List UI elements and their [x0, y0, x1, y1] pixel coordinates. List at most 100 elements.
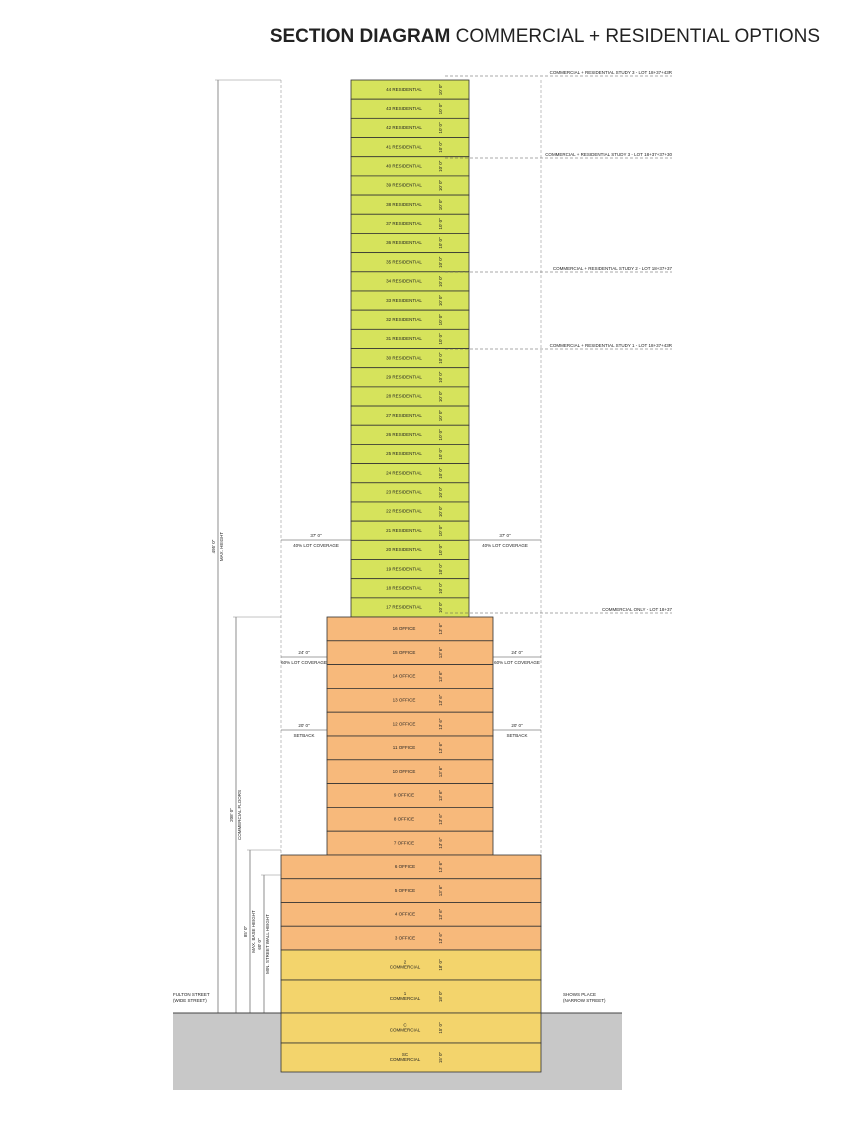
floor-label: 15 OFFICE	[393, 650, 416, 655]
floor-label: 25 RESIDENTIAL	[386, 451, 422, 456]
floor-label: 44 RESIDENTIAL	[386, 87, 422, 92]
vertical-dim-value: 85' 0"	[243, 925, 248, 937]
vertical-dim-value: 60' 0"	[257, 938, 262, 950]
floor-label: 20 RESIDENTIAL	[386, 547, 422, 552]
floor-label: 4 OFFICE	[395, 912, 415, 917]
floor-label: 40 RESIDENTIAL	[386, 163, 422, 168]
annotation: COMMERCIAL + RESIDENTIAL STUDY 1 - LOT 1…	[550, 343, 673, 348]
floor-height: 13' 6"	[438, 694, 443, 706]
floor-label: 35 RESIDENTIAL	[386, 259, 422, 264]
floor-label: 22 RESIDENTIAL	[386, 509, 422, 514]
floor-label: 5 OFFICE	[395, 888, 415, 893]
floor-height: 13' 6"	[438, 908, 443, 920]
annotation: COMMERCIAL + RESIDENTIAL STUDY 3 - LOT 1…	[545, 152, 672, 157]
floor-height: 10' 0"	[438, 314, 443, 326]
floor-label: 32 RESIDENTIAL	[386, 317, 422, 322]
floor-label: 1	[404, 991, 407, 996]
street-name: FULTON STREET	[173, 992, 210, 997]
floor-label: 3 OFFICE	[395, 935, 415, 940]
floor-height: 10' 0"	[438, 199, 443, 211]
floor-height: 10' 0"	[438, 410, 443, 422]
floor-height: 10' 0"	[438, 506, 443, 518]
floor-height: 10' 0"	[438, 371, 443, 383]
title-rest: COMMERCIAL + RESIDENTIAL OPTIONS	[456, 26, 820, 47]
street-note: (NARROW STREET)	[563, 998, 606, 1003]
floor-label: 31 RESIDENTIAL	[386, 336, 422, 341]
floor-height: 10' 0"	[438, 160, 443, 172]
floor-height: 10' 0"	[438, 525, 443, 537]
floor-height: 13' 6"	[438, 718, 443, 730]
floor	[280, 979, 542, 1014]
floor-label: 30 RESIDENTIAL	[386, 355, 422, 360]
floor-label: 43 RESIDENTIAL	[386, 106, 422, 111]
floor-height: 18' 0"	[438, 959, 443, 971]
floor-height: 10' 0"	[438, 179, 443, 191]
floor-label: 36 RESIDENTIAL	[386, 240, 422, 245]
floor-height: 13' 6"	[438, 885, 443, 897]
floor-label: 13 OFFICE	[393, 697, 416, 702]
floor-label: 34 RESIDENTIAL	[386, 279, 422, 284]
floor-label: 26 RESIDENTIAL	[386, 432, 422, 437]
dim-note: 40% LOT COVERAGE	[482, 543, 528, 548]
floor-label: 11 OFFICE	[393, 745, 415, 750]
vertical-dim-value: 208' 0"	[229, 808, 234, 822]
floor-label: 33 RESIDENTIAL	[386, 298, 422, 303]
vertical-dim-note: MIN. STREET WALL HEIGHT	[265, 914, 270, 974]
floor-height: 10' 0"	[438, 295, 443, 307]
floor-label: 37 RESIDENTIAL	[386, 221, 422, 226]
floor-height: 10' 0"	[438, 429, 443, 441]
floor-label: 27 RESIDENTIAL	[386, 413, 422, 418]
floor-label: 9 OFFICE	[394, 793, 414, 798]
floor-height: 13' 6"	[438, 813, 443, 825]
floor-height: 15' 0"	[438, 1051, 443, 1063]
annotation: COMMERCIAL + RESIDENTIAL STUDY 3 - LOT 1…	[550, 70, 673, 75]
street-note: (WIDE STREET)	[173, 998, 207, 1003]
floor-label: 24 RESIDENTIAL	[386, 470, 422, 475]
floor-label: 18 RESIDENTIAL	[386, 585, 422, 590]
floor-height: 13' 6"	[438, 789, 443, 801]
floor-label: 14 OFFICE	[393, 674, 416, 679]
floor-label: 19 RESIDENTIAL	[386, 566, 422, 571]
floor-height: 10' 0"	[438, 467, 443, 479]
floor-label: 12 OFFICE	[393, 721, 416, 726]
title-bold: SECTION DIAGRAM	[270, 26, 451, 47]
floor-label: 21 RESIDENTIAL	[386, 528, 422, 533]
floor-label: C	[403, 1023, 407, 1028]
floor-label: 10 OFFICE	[393, 769, 416, 774]
floor	[280, 1042, 542, 1073]
floor-height: 13' 6"	[438, 623, 443, 635]
floor-height: 13' 6"	[438, 861, 443, 873]
floor-label: 7 OFFICE	[394, 840, 414, 845]
floor-label: 8 OFFICE	[394, 816, 414, 821]
floor-height: 10' 0"	[438, 103, 443, 115]
dim-value: 37' 0"	[310, 533, 322, 538]
vertical-dim-value: 495' 0"	[211, 539, 216, 553]
floor-height: 10' 0"	[438, 275, 443, 287]
floor-label: 28 RESIDENTIAL	[386, 394, 422, 399]
floor-height: 10' 0"	[438, 448, 443, 460]
floor-height: 13' 6"	[438, 932, 443, 944]
annotation: COMMERCIAL ONLY - LOT 18+37	[602, 607, 672, 612]
floor-height: 13' 6"	[438, 766, 443, 778]
annotation: COMMERCIAL + RESIDENTIAL STUDY 2 - LOT 1…	[553, 266, 673, 271]
floor-height: 10' 0"	[438, 256, 443, 268]
dim-value: 24' 0"	[298, 650, 310, 655]
title: SECTION DIAGRAM COMMERCIAL + RESIDENTIAL…	[270, 26, 820, 47]
floor-label: COMMERCIAL	[390, 996, 421, 1001]
floor-height: 13' 6"	[438, 670, 443, 682]
floor-label: 23 RESIDENTIAL	[386, 490, 422, 495]
floor-height: 10' 0"	[438, 601, 443, 613]
floor-height: 13' 6"	[438, 837, 443, 849]
vertical-dim-note: COMMERCIAL FLOORS	[237, 790, 242, 840]
floor-height: 15' 0"	[438, 1022, 443, 1034]
floor-height: 13' 6"	[438, 742, 443, 754]
floor	[280, 949, 542, 981]
floor-height: 10' 0"	[438, 486, 443, 498]
floor-height: 13' 6"	[438, 647, 443, 659]
floor-label: COMMERCIAL	[390, 1057, 421, 1062]
floor-label: COMMERCIAL	[390, 1028, 421, 1033]
floor-label: 2	[404, 960, 407, 965]
floor-height: 10' 0"	[438, 218, 443, 230]
dim-value: 24' 0"	[511, 650, 523, 655]
dim-note: 60% LOT COVERAGE	[281, 660, 327, 665]
